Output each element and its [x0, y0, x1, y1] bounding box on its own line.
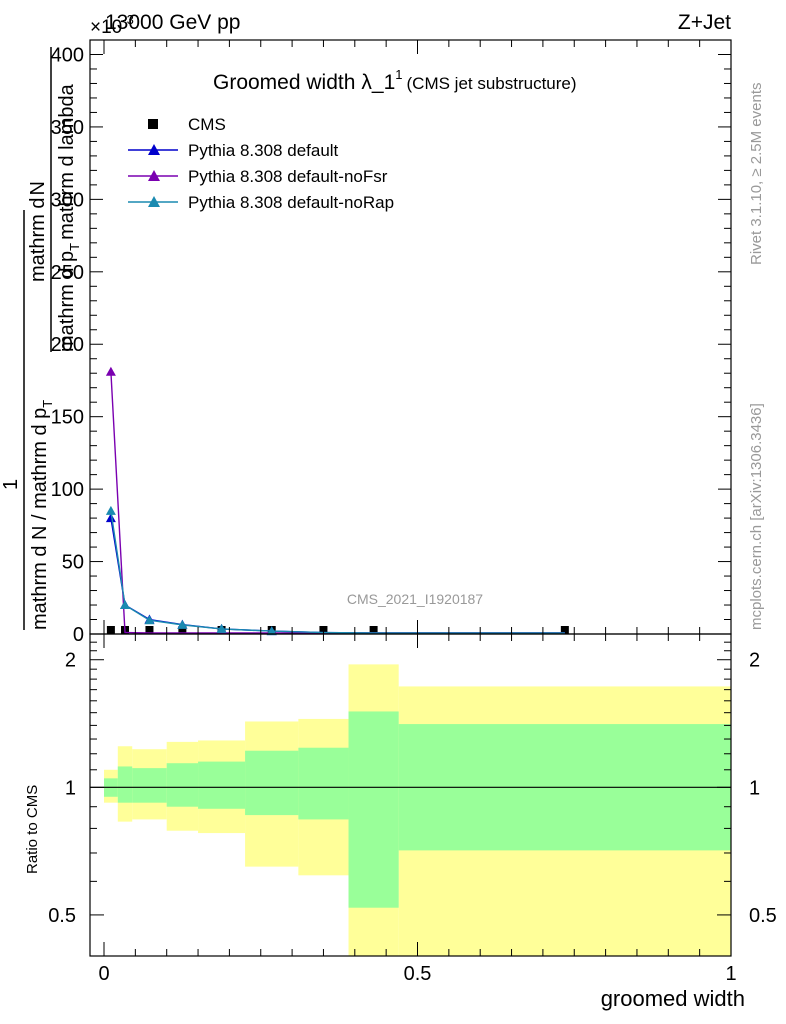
energy-label: 13000 GeV pp	[105, 11, 240, 34]
ratio-band-inner	[132, 768, 167, 803]
main-plot: 0 50 100 150 200 250 300 350 400	[51, 39, 732, 646]
y-tick-label: 250	[51, 262, 84, 284]
ratio-plot: 0.5 0.5 1 1 2 2 0 0.5 1	[48, 633, 777, 985]
ratio-y-tick-label: 0.5	[48, 905, 76, 927]
data-point-cms	[106, 626, 115, 634]
analysis-watermark: CMS_2021_I1920187	[347, 591, 483, 607]
y-tick-label: 50	[62, 552, 84, 574]
ratio-band-inner	[117, 766, 133, 803]
legend: CMS Pythia 8.308 default Pythia 8.308 defa…	[128, 115, 394, 212]
y-tick-label: 300	[51, 189, 84, 211]
data-point-cms	[178, 626, 187, 634]
data-point-pythia	[216, 623, 227, 633]
legend-entry: Pythia 8.308 default-noRap	[128, 193, 394, 212]
data-point-cms	[369, 626, 378, 634]
y-tick-label: 350	[51, 117, 84, 139]
legend-entry: CMS	[148, 115, 226, 134]
ratio-band-inner	[348, 711, 399, 908]
legend-label: Pythia 8.308 default-noFsr	[188, 167, 388, 186]
series-line	[110, 371, 565, 634]
main-title: Groomed width λ_11 (CMS jet substructure)	[213, 67, 577, 94]
ratio-y-tick-label: 2	[65, 650, 76, 672]
legend-marker-square	[148, 119, 158, 129]
ratio-y-tick-label-right: 0.5	[749, 905, 777, 927]
x-axis-label: groomed width	[601, 986, 745, 1011]
data-point-pythia	[266, 626, 277, 636]
ratio-y-tick-label-right: 2	[749, 650, 760, 672]
legend-marker-triangle	[148, 196, 160, 207]
legend-marker-triangle	[148, 170, 160, 181]
process-label: Z+Jet	[678, 11, 731, 34]
ylabel-left-num: 1	[0, 479, 22, 490]
ylabel-frac-num: mathrm dN	[27, 181, 49, 282]
series-line	[110, 517, 565, 634]
ylabel-frac-den: mathrm d pTmathrm d lambda	[56, 83, 82, 352]
data-point-pythia	[120, 600, 131, 610]
legend-label: CMS	[188, 115, 226, 134]
y-tick-label: 100	[51, 479, 84, 501]
ratio-y-tick-label-right: 1	[749, 777, 760, 799]
main-plot-frame	[89, 39, 732, 635]
legend-marker-triangle	[148, 144, 160, 155]
exponent-label: ×10-3	[90, 12, 134, 38]
mcplots-label: mcplots.cern.ch [arXiv:1306.3436]	[748, 403, 765, 630]
main-ylabel: mathrm dN mathrm d pTmathrm d lambda 1 m…	[0, 47, 82, 630]
x-tick-label: 0	[98, 963, 109, 985]
y-tick-label: 150	[51, 407, 84, 429]
ratio-band-inner	[245, 750, 299, 816]
data-point-pythia	[105, 513, 116, 523]
ratio-band-inner	[298, 747, 349, 820]
data-point-cms	[560, 626, 569, 634]
ratio-band-inner	[198, 761, 246, 809]
rivet-label: Rivet 3.1.10, ≥ 2.5M events	[748, 83, 765, 266]
data-point-pythia	[144, 615, 155, 625]
ratio-y-tick-label: 1	[65, 777, 76, 799]
ratio-plot-frame	[89, 633, 732, 957]
data-point-pythia	[105, 366, 116, 376]
y-tick-label: 400	[51, 44, 84, 66]
y-tick-label: 200	[51, 334, 84, 356]
legend-entry: Pythia 8.308 default	[128, 141, 339, 160]
ratio-ylabel: Ratio to CMS	[24, 785, 41, 874]
series-line	[110, 510, 565, 634]
legend-label: Pythia 8.308 default	[188, 141, 339, 160]
data-point-pythia	[177, 619, 188, 629]
y-tick-label: 0	[73, 624, 84, 646]
ratio-band-inner	[166, 763, 199, 807]
x-tick-label: 0.5	[404, 963, 432, 985]
data-point-pythia	[105, 505, 116, 515]
x-tick-label: 1	[725, 963, 736, 985]
ylabel-left-den: mathrm d N / mathrm d pT	[29, 400, 55, 630]
legend-label: Pythia 8.308 default-noRap	[188, 193, 394, 212]
data-point-cms	[145, 626, 154, 634]
legend-entry: Pythia 8.308 default-noFsr	[128, 167, 388, 186]
